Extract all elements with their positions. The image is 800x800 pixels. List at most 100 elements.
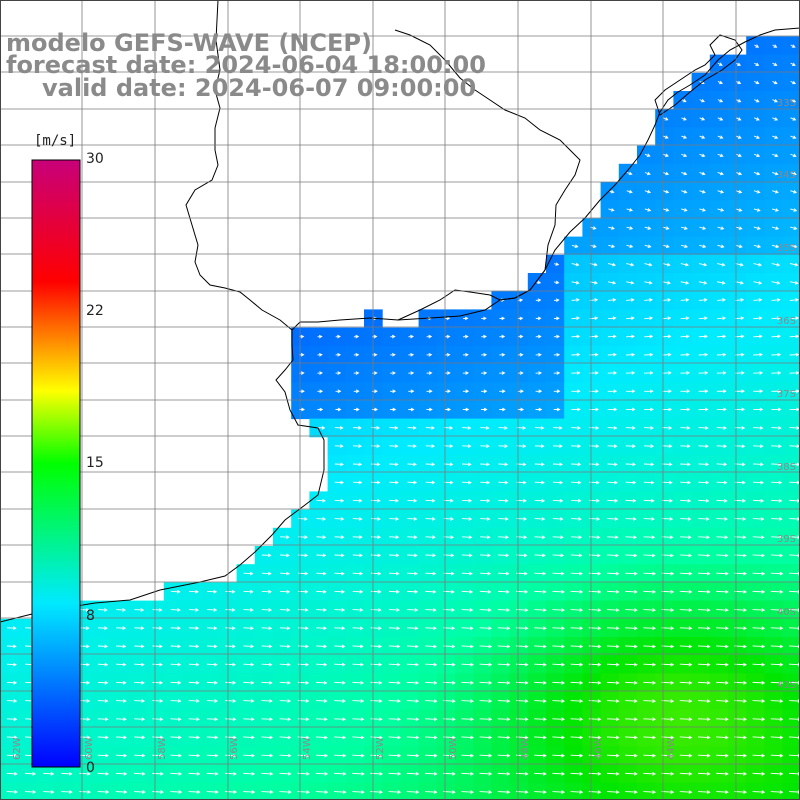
wind-arrow (643, 735, 657, 740)
coastline (0, 27, 800, 623)
wind-arrow (679, 790, 693, 794)
wind-arrow (735, 334, 745, 339)
wind-arrow (389, 571, 400, 576)
wind-arrow (243, 626, 254, 630)
wind-arrow (353, 389, 360, 394)
wind-arrow (625, 699, 638, 703)
wind-arrow (752, 553, 766, 558)
wind-arrow (662, 244, 670, 249)
colorbar-tick: 15 (86, 455, 104, 471)
wind-arrow (188, 735, 201, 740)
wind-arrow (770, 644, 784, 649)
wind-arrow (789, 371, 800, 375)
wind-arrow (243, 699, 255, 703)
wind-arrow (152, 662, 164, 667)
wind-arrow (789, 281, 799, 285)
wind-arrow (534, 608, 547, 612)
wind-arrow (133, 790, 146, 794)
wind-arrow (334, 535, 345, 539)
wind-arrow (6, 735, 18, 740)
wind-arrow (790, 153, 797, 158)
wind-arrow (752, 644, 766, 649)
wind-arrow (425, 644, 438, 649)
wind-arrow (606, 790, 620, 794)
wind-arrow (553, 352, 561, 357)
wind-arrow (716, 407, 727, 412)
model-title: modelo GEFS-WAVE (NCEP) (6, 29, 372, 57)
wind-arrow (625, 371, 636, 375)
wind-arrow (479, 608, 492, 612)
wind-arrow (607, 444, 618, 448)
wind-arrow (788, 608, 800, 612)
wind-arrow (225, 626, 236, 630)
wind-arrow (461, 753, 475, 758)
wind-arrow (699, 153, 706, 158)
wind-arrow (643, 444, 655, 448)
wind-arrow (788, 680, 800, 685)
wind-arrow (534, 644, 547, 649)
wind-arrow (353, 426, 362, 430)
wind-arrow (644, 389, 654, 394)
wind-arrow (461, 553, 473, 558)
wind-arrow (207, 626, 218, 630)
wind-arrow (389, 444, 399, 448)
wind-arrow (498, 535, 510, 539)
wind-arrow (717, 244, 725, 249)
wind-arrow (352, 535, 363, 539)
wind-arrow (170, 644, 182, 649)
colorbar-tick: 22 (86, 303, 104, 319)
wind-arrow (771, 262, 781, 267)
wind-arrow (788, 644, 800, 649)
wind-arrow (606, 680, 620, 685)
wind-arrow (388, 680, 401, 685)
wind-arrow (734, 517, 747, 521)
wind-arrow (697, 662, 711, 667)
wind-arrow (753, 208, 761, 212)
wind-arrow (607, 280, 617, 285)
wind-arrow (661, 644, 675, 649)
wind-arrow (243, 644, 255, 649)
wind-arrow (170, 735, 182, 740)
wind-arrow (7, 644, 17, 649)
wind-arrow (770, 753, 784, 758)
wind-arrow (552, 498, 564, 503)
wind-arrow (61, 790, 73, 794)
wind-arrow (735, 153, 742, 158)
wind-arrow (333, 790, 347, 794)
wind-arrow (735, 352, 745, 357)
wind-arrow (753, 244, 762, 249)
wind-arrow (315, 771, 329, 776)
wind-arrow (461, 735, 475, 740)
wind-arrow (663, 117, 669, 121)
wind-arrow (753, 371, 764, 375)
wind-arrow (316, 626, 328, 630)
wind-arrow (607, 316, 617, 321)
wind-arrow (6, 699, 18, 703)
wind-arrow (534, 735, 547, 740)
wind-arrow (643, 626, 657, 631)
wind-arrow (752, 753, 766, 758)
wind-arrow (316, 662, 328, 667)
wind-arrow (790, 80, 796, 85)
wind-arrow (390, 389, 397, 394)
wind-arrow (462, 389, 470, 394)
wind-arrow (643, 553, 656, 558)
wind-arrow (681, 171, 688, 176)
wind-arrow (462, 426, 472, 430)
colorbar (31, 159, 81, 768)
forecast-date: forecast date: 2024-06-04 18:00:00 (6, 51, 486, 79)
wind-arrow (371, 498, 381, 503)
wind-arrow (570, 771, 584, 776)
wind-arrow (424, 790, 438, 794)
wind-arrow (408, 407, 415, 412)
wind-arrow (553, 444, 563, 448)
wind-arrow (661, 517, 674, 521)
wind-arrow (498, 462, 509, 467)
wind-arrow (771, 371, 782, 375)
wind-arrow (316, 680, 328, 685)
wind-arrow (697, 589, 711, 594)
wind-arrow (662, 444, 673, 448)
wind-arrow (79, 608, 90, 612)
wind-arrow (625, 644, 638, 649)
wind-arrow (716, 717, 729, 722)
